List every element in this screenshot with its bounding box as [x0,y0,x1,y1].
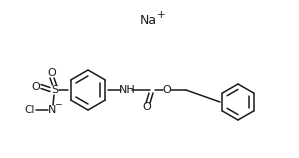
Text: O: O [143,102,151,112]
Text: O: O [48,68,57,78]
Text: N: N [48,105,56,115]
Text: −: − [54,100,62,109]
Text: NH: NH [119,85,135,95]
Text: O: O [163,85,171,95]
Text: O: O [32,82,40,92]
Text: S: S [51,85,59,95]
Text: Na: Na [139,13,157,27]
Text: +: + [157,10,165,20]
Text: Cl: Cl [25,105,35,115]
